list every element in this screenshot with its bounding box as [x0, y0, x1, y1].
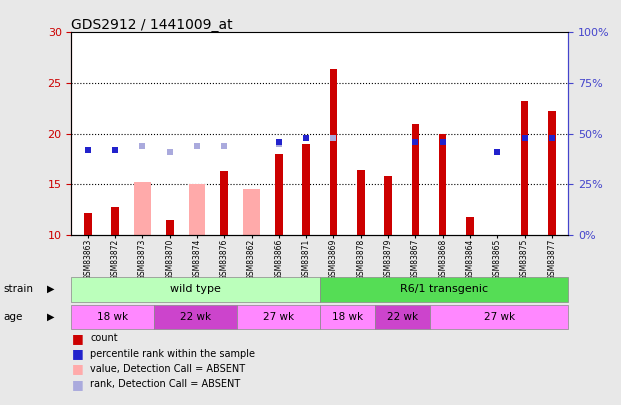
Bar: [166, 220, 173, 235]
Text: age: age: [3, 312, 22, 322]
Bar: [521, 101, 528, 235]
Bar: [134, 182, 150, 235]
Text: 18 wk: 18 wk: [97, 312, 129, 322]
Bar: [111, 207, 119, 235]
Bar: [548, 111, 556, 235]
Text: R6/1 transgenic: R6/1 transgenic: [400, 284, 488, 294]
Text: 27 wk: 27 wk: [263, 312, 294, 322]
Text: ▶: ▶: [47, 312, 54, 322]
Text: 22 wk: 22 wk: [387, 312, 418, 322]
Bar: [439, 134, 446, 235]
Text: value, Detection Call = ABSENT: value, Detection Call = ABSENT: [90, 364, 245, 374]
Bar: [275, 154, 283, 235]
Bar: [189, 184, 205, 235]
Text: ■: ■: [71, 347, 83, 360]
Bar: [466, 217, 474, 235]
Bar: [357, 170, 365, 235]
Text: percentile rank within the sample: percentile rank within the sample: [90, 349, 255, 358]
Text: ■: ■: [71, 362, 83, 375]
Text: count: count: [90, 333, 117, 343]
Text: GDS2912 / 1441009_at: GDS2912 / 1441009_at: [71, 18, 233, 32]
Bar: [302, 144, 310, 235]
Text: ■: ■: [71, 332, 83, 345]
Bar: [84, 213, 92, 235]
Bar: [220, 171, 228, 235]
Text: ■: ■: [71, 378, 83, 391]
Text: 27 wk: 27 wk: [484, 312, 515, 322]
Text: 18 wk: 18 wk: [332, 312, 363, 322]
Text: ▶: ▶: [47, 284, 54, 294]
Bar: [384, 176, 392, 235]
Bar: [330, 69, 337, 235]
Text: rank, Detection Call = ABSENT: rank, Detection Call = ABSENT: [90, 379, 240, 389]
Text: wild type: wild type: [170, 284, 221, 294]
Bar: [243, 189, 260, 235]
Bar: [412, 124, 419, 235]
Text: strain: strain: [3, 284, 33, 294]
Text: 22 wk: 22 wk: [180, 312, 211, 322]
